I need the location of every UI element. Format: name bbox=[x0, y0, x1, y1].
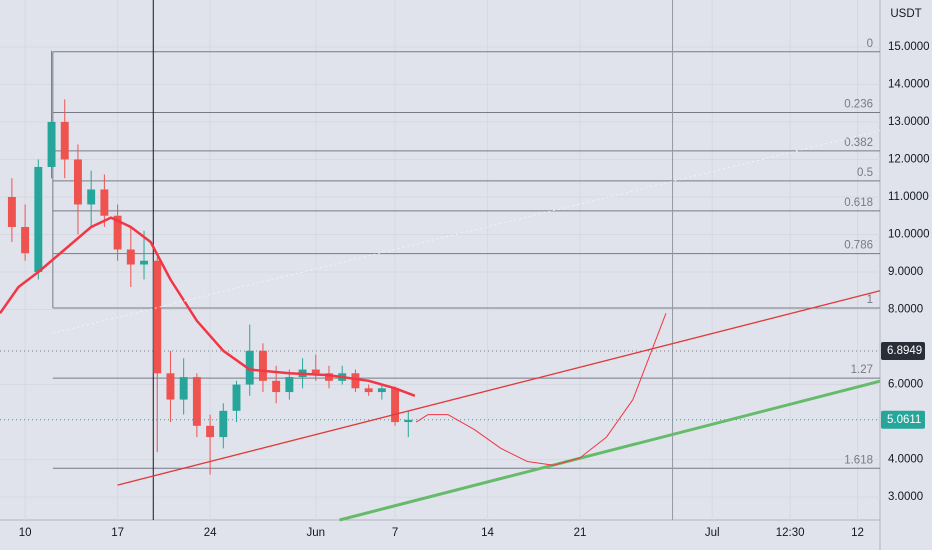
x-tick-label: Jul bbox=[705, 527, 720, 539]
fib-label: 1.27 bbox=[851, 364, 873, 376]
line bbox=[117, 290, 881, 486]
candle-body bbox=[100, 189, 109, 216]
candle-body bbox=[126, 249, 135, 265]
candle-body bbox=[34, 166, 43, 273]
x-tick-label: 24 bbox=[204, 527, 217, 539]
candle-body bbox=[153, 260, 162, 374]
candle-body bbox=[285, 377, 294, 393]
y-tick-label: 15.0000 bbox=[888, 41, 930, 53]
y-tick-label: 14.0000 bbox=[888, 78, 930, 90]
price-tag-label: 5.0611 bbox=[887, 414, 921, 426]
fib-label: 1 bbox=[867, 294, 873, 306]
candle-body bbox=[245, 350, 254, 385]
candle-body bbox=[325, 373, 333, 381]
candle-body bbox=[87, 189, 96, 205]
y-tick-label: 10.0000 bbox=[888, 229, 930, 241]
x-tick-label: 10 bbox=[19, 527, 32, 539]
price-tag bbox=[881, 341, 925, 360]
currency-label: USDT bbox=[890, 8, 921, 20]
y-tick-label: 6.0000 bbox=[888, 379, 923, 391]
x-tick-label: 12:30 bbox=[776, 527, 805, 539]
line bbox=[339, 379, 881, 522]
fib-label: 0 bbox=[867, 38, 873, 50]
candle-body bbox=[391, 388, 400, 423]
x-tick-label: 17 bbox=[111, 527, 124, 539]
candle-body bbox=[272, 380, 281, 393]
candle-body bbox=[179, 377, 188, 400]
y-tick-label: 3.0000 bbox=[888, 491, 923, 503]
candle-body bbox=[113, 215, 122, 250]
fib-label: 0.786 bbox=[844, 240, 873, 252]
fib-label: 0.618 bbox=[844, 197, 873, 209]
price-tag bbox=[881, 410, 925, 429]
candle-body bbox=[60, 121, 69, 160]
fib-label: 0.5 bbox=[857, 167, 873, 179]
fib-label: 0.236 bbox=[844, 99, 873, 111]
x-tick-label: 21 bbox=[574, 527, 587, 539]
line bbox=[52, 130, 881, 334]
candle-body bbox=[258, 350, 267, 381]
y-tick-label: 13.0000 bbox=[888, 116, 930, 128]
candle-body bbox=[364, 388, 373, 393]
candle-body bbox=[377, 388, 386, 393]
candle-body bbox=[404, 419, 413, 423]
line bbox=[415, 313, 667, 466]
y-tick-label: 11.0000 bbox=[888, 191, 929, 203]
x-tick-label: Jun bbox=[307, 527, 326, 539]
candle-body bbox=[140, 260, 148, 265]
candle-body bbox=[192, 377, 201, 426]
x-tick-label: 14 bbox=[481, 527, 494, 539]
y-tick-label: 8.0000 bbox=[888, 304, 923, 316]
y-tick-label: 9.0000 bbox=[888, 266, 923, 278]
y-tick-label: 4.0000 bbox=[888, 454, 923, 466]
candle-body bbox=[166, 373, 175, 400]
y-tick-label: 12.0000 bbox=[888, 153, 930, 165]
candle-body bbox=[206, 425, 215, 438]
candle-body bbox=[47, 121, 56, 167]
x-tick-label: 7 bbox=[392, 527, 398, 539]
candle-body bbox=[232, 384, 241, 411]
candle-body bbox=[351, 373, 360, 389]
candle-body bbox=[73, 159, 82, 205]
x-tick-label: 12 bbox=[851, 527, 864, 539]
fib-label: 0.382 bbox=[844, 137, 873, 149]
candle-body bbox=[311, 369, 320, 374]
fib-label: 1.618 bbox=[844, 454, 873, 466]
candle-body bbox=[7, 196, 16, 227]
line bbox=[0, 216, 416, 397]
candle-body bbox=[219, 410, 228, 438]
candle-body bbox=[21, 226, 30, 254]
price-tag-label: 6.8949 bbox=[887, 345, 922, 357]
